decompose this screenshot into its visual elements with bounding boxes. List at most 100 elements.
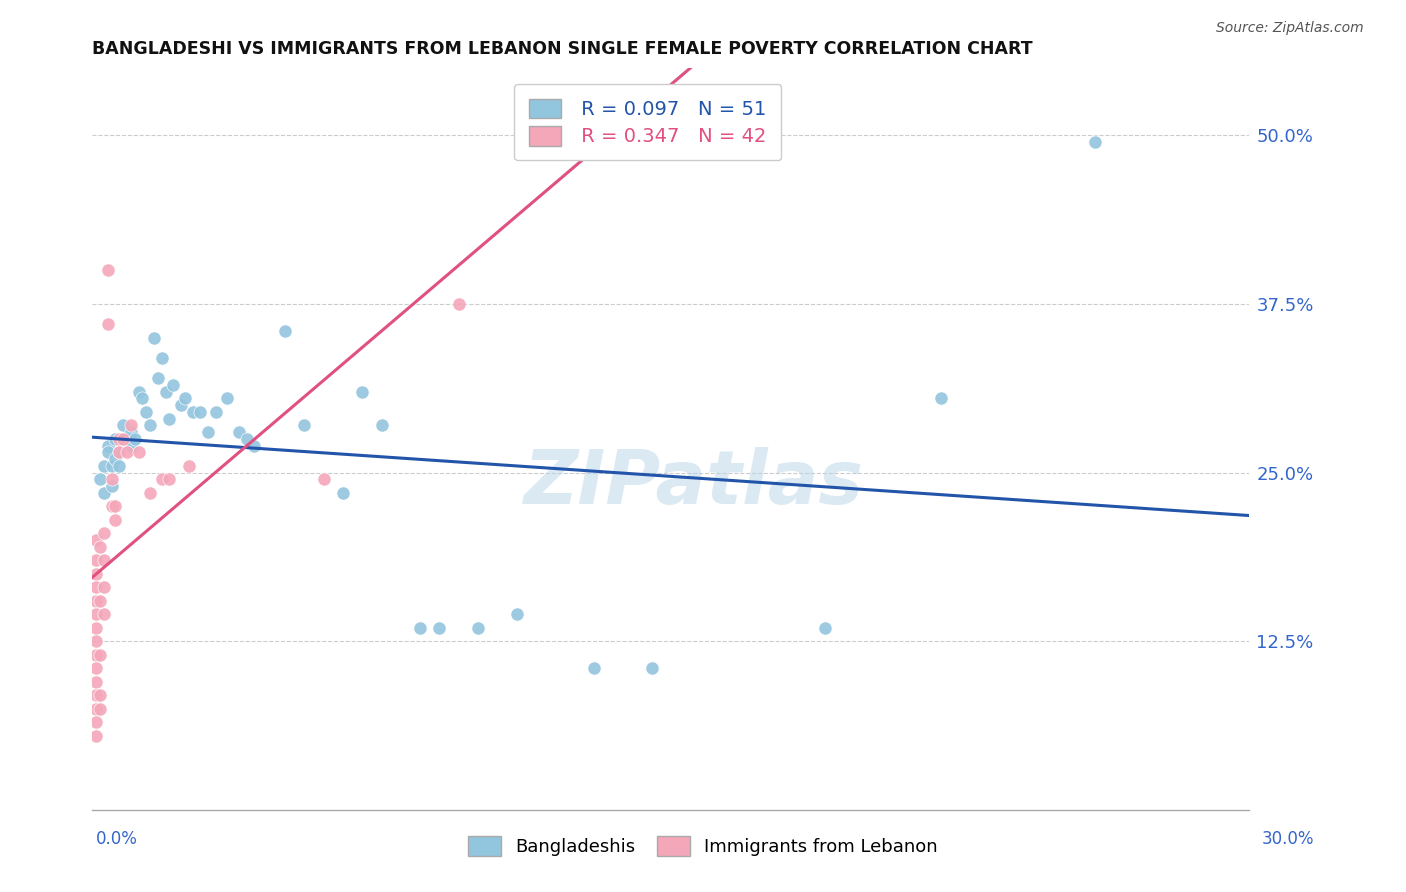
Point	[143, 331, 166, 345]
Text: Source: ZipAtlas.com: Source: ZipAtlas.com	[1216, 21, 1364, 35]
Point	[100, 458, 122, 473]
Point	[84, 729, 107, 743]
Point	[228, 425, 250, 440]
Point	[84, 715, 107, 730]
Point	[100, 500, 122, 514]
Point	[429, 621, 451, 635]
Point	[447, 297, 470, 311]
Point	[108, 445, 131, 459]
Point	[97, 445, 120, 459]
Point	[97, 318, 120, 332]
Point	[181, 405, 204, 419]
Point	[84, 648, 107, 662]
Point	[89, 594, 111, 608]
Point	[139, 418, 162, 433]
Point	[100, 479, 122, 493]
Point	[640, 661, 662, 675]
Point	[120, 418, 142, 433]
Point	[104, 500, 127, 514]
Point	[115, 432, 138, 446]
Point	[97, 439, 120, 453]
Point	[84, 661, 107, 675]
Point	[155, 384, 177, 399]
Point	[1084, 135, 1107, 149]
Point	[89, 702, 111, 716]
Point	[84, 689, 107, 703]
Point	[84, 553, 107, 567]
Text: 0.0%: 0.0%	[96, 830, 138, 847]
Point	[120, 439, 142, 453]
Point	[104, 452, 127, 467]
Text: 30.0%: 30.0%	[1263, 830, 1315, 847]
Point	[84, 634, 107, 648]
Point	[112, 432, 135, 446]
Point	[505, 607, 527, 622]
Legend: Bangladeshis, Immigrants from Lebanon: Bangladeshis, Immigrants from Lebanon	[461, 829, 945, 863]
Point	[108, 432, 131, 446]
Point	[93, 553, 115, 567]
Point	[582, 661, 605, 675]
Point	[131, 392, 153, 406]
Point	[84, 674, 107, 689]
Point	[188, 405, 211, 419]
Point	[274, 324, 297, 338]
Point	[150, 351, 173, 365]
Point	[104, 432, 127, 446]
Point	[352, 384, 374, 399]
Point	[177, 458, 200, 473]
Point	[332, 486, 354, 500]
Point	[84, 621, 107, 635]
Point	[89, 540, 111, 554]
Point	[84, 533, 107, 548]
Point	[84, 607, 107, 622]
Point	[97, 263, 120, 277]
Point	[84, 702, 107, 716]
Point	[929, 392, 952, 406]
Point	[150, 473, 173, 487]
Point	[128, 384, 150, 399]
Point	[162, 378, 184, 392]
Point	[312, 473, 335, 487]
Point	[112, 432, 135, 446]
Point	[93, 607, 115, 622]
Point	[84, 566, 107, 581]
Point	[115, 445, 138, 459]
Text: BANGLADESHI VS IMMIGRANTS FROM LEBANON SINGLE FEMALE POVERTY CORRELATION CHART: BANGLADESHI VS IMMIGRANTS FROM LEBANON S…	[93, 40, 1033, 58]
Point	[146, 371, 169, 385]
Point	[128, 445, 150, 459]
Point	[89, 689, 111, 703]
Point	[108, 458, 131, 473]
Point	[204, 405, 226, 419]
Text: ZIPatlas: ZIPatlas	[524, 447, 863, 520]
Point	[159, 411, 181, 425]
Point	[174, 392, 197, 406]
Point	[814, 621, 837, 635]
Point	[84, 581, 107, 595]
Point	[370, 418, 392, 433]
Point	[243, 439, 266, 453]
Point	[93, 581, 115, 595]
Point	[120, 425, 142, 440]
Point	[467, 621, 489, 635]
Point	[294, 418, 316, 433]
Point	[84, 594, 107, 608]
Point	[89, 648, 111, 662]
Point	[104, 513, 127, 527]
Point	[217, 392, 239, 406]
Point	[139, 486, 162, 500]
Point	[159, 473, 181, 487]
Point	[124, 432, 146, 446]
Legend:  R = 0.097   N = 51,  R = 0.347   N = 42: R = 0.097 N = 51, R = 0.347 N = 42	[515, 85, 782, 161]
Point	[112, 418, 135, 433]
Point	[89, 473, 111, 487]
Point	[93, 458, 115, 473]
Point	[235, 432, 257, 446]
Point	[170, 398, 193, 412]
Point	[100, 473, 122, 487]
Point	[93, 486, 115, 500]
Point	[409, 621, 432, 635]
Point	[108, 445, 131, 459]
Point	[135, 405, 157, 419]
Point	[93, 526, 115, 541]
Point	[197, 425, 219, 440]
